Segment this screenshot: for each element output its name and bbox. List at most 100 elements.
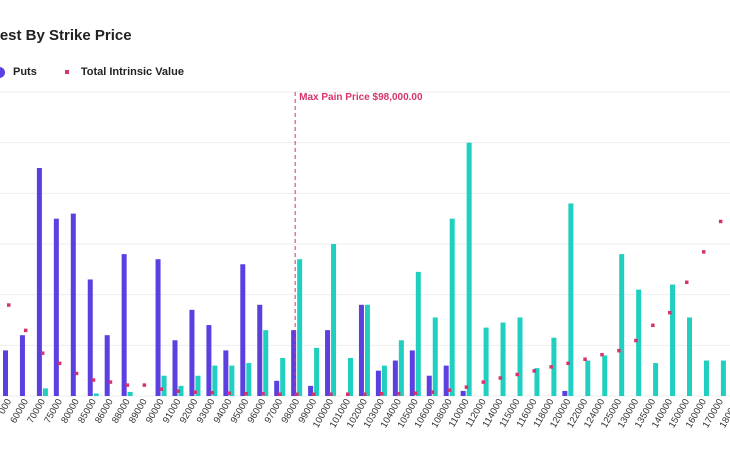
bar-puts[interactable]	[562, 390, 568, 396]
intrinsic-point[interactable]	[57, 361, 62, 366]
bar-puts[interactable]	[206, 325, 212, 396]
intrinsic-point[interactable]	[617, 348, 621, 353]
intrinsic-point[interactable]	[447, 388, 452, 392]
bar-calls[interactable]	[432, 317, 438, 396]
bar-calls[interactable]	[653, 363, 659, 396]
bar-calls[interactable]	[161, 375, 167, 396]
bar-calls[interactable]	[246, 363, 252, 396]
bar-calls[interactable]	[93, 393, 99, 396]
intrinsic-point[interactable]	[159, 387, 164, 391]
bar-calls[interactable]	[534, 368, 540, 396]
intrinsic-point[interactable]	[600, 352, 604, 357]
bar-calls[interactable]	[602, 355, 608, 396]
intrinsic-point[interactable]	[634, 338, 638, 343]
intrinsic-point[interactable]	[396, 391, 401, 396]
bar-puts[interactable]	[53, 218, 59, 396]
bar-calls[interactable]	[517, 317, 523, 396]
intrinsic-point[interactable]	[91, 378, 96, 382]
intrinsic-point[interactable]	[430, 390, 435, 394]
bar-calls[interactable]	[348, 358, 353, 396]
bar-puts[interactable]	[426, 375, 432, 396]
intrinsic-point[interactable]	[566, 361, 570, 366]
bar-calls[interactable]	[263, 330, 269, 396]
intrinsic-point[interactable]	[346, 392, 350, 396]
intrinsic-point[interactable]	[413, 391, 418, 395]
legend-item-puts[interactable]: Puts	[0, 66, 37, 78]
bar-puts[interactable]	[155, 259, 161, 396]
bar-puts[interactable]	[274, 380, 280, 396]
bar-puts[interactable]	[121, 254, 127, 396]
intrinsic-point[interactable]	[718, 219, 723, 224]
bar-puts[interactable]	[375, 370, 381, 396]
intrinsic-point[interactable]	[227, 391, 231, 395]
intrinsic-point[interactable]	[379, 391, 384, 396]
intrinsic-point[interactable]	[40, 351, 45, 355]
bar-puts[interactable]	[223, 350, 229, 396]
bar-puts[interactable]	[443, 365, 449, 396]
bar-calls[interactable]	[585, 360, 591, 396]
bar-calls[interactable]	[229, 365, 235, 396]
bar-calls[interactable]	[127, 391, 133, 396]
bar-calls[interactable]	[42, 388, 48, 396]
bar-puts[interactable]	[257, 304, 263, 396]
intrinsic-point[interactable]	[244, 391, 248, 396]
bar-calls[interactable]	[687, 317, 692, 396]
bar-puts[interactable]	[19, 335, 25, 396]
bar-puts[interactable]	[460, 390, 466, 396]
bar-calls[interactable]	[449, 218, 455, 396]
bar-calls[interactable]	[398, 340, 404, 396]
bar-calls[interactable]	[720, 360, 726, 396]
intrinsic-point[interactable]	[295, 392, 299, 396]
bar-calls[interactable]	[195, 375, 201, 396]
intrinsic-point[interactable]	[142, 383, 147, 387]
intrinsic-point[interactable]	[464, 385, 469, 389]
bar-calls[interactable]	[364, 304, 370, 396]
intrinsic-point[interactable]	[74, 371, 79, 376]
intrinsic-point[interactable]	[701, 250, 706, 254]
legend-item-intrinsic[interactable]: Total Intrinsic Value	[63, 66, 184, 78]
bar-calls[interactable]	[314, 347, 320, 396]
bar-puts[interactable]	[409, 350, 415, 396]
bar-puts[interactable]	[189, 309, 195, 396]
intrinsic-point[interactable]	[125, 383, 130, 387]
intrinsic-point[interactable]	[193, 390, 197, 394]
bar-puts[interactable]	[358, 304, 364, 396]
intrinsic-point[interactable]	[108, 380, 113, 384]
bar-puts[interactable]	[70, 213, 76, 396]
intrinsic-point[interactable]	[261, 391, 265, 396]
bar-calls[interactable]	[297, 259, 303, 396]
bar-puts[interactable]	[392, 360, 398, 396]
bar-calls[interactable]	[619, 254, 625, 396]
intrinsic-point[interactable]	[23, 328, 28, 333]
intrinsic-point[interactable]	[481, 380, 486, 384]
bar-puts[interactable]	[172, 340, 178, 396]
bar-calls[interactable]	[483, 327, 489, 396]
bar-puts[interactable]	[291, 330, 297, 396]
bar-calls[interactable]	[280, 358, 286, 396]
intrinsic-point[interactable]	[7, 303, 11, 307]
bar-puts[interactable]	[240, 264, 246, 396]
bar-puts[interactable]	[325, 330, 331, 396]
bar-calls[interactable]	[703, 360, 709, 396]
intrinsic-point[interactable]	[329, 392, 333, 396]
bar-calls[interactable]	[178, 385, 184, 396]
bar-calls[interactable]	[331, 244, 337, 396]
intrinsic-point[interactable]	[210, 390, 214, 395]
intrinsic-point[interactable]	[668, 310, 672, 315]
bar-calls[interactable]	[466, 142, 472, 396]
bar-puts[interactable]	[308, 385, 314, 396]
bar-calls[interactable]	[415, 271, 421, 396]
intrinsic-point[interactable]	[176, 389, 181, 393]
bar-puts[interactable]	[36, 168, 42, 396]
intrinsic-point[interactable]	[515, 372, 520, 377]
bar-calls[interactable]	[636, 289, 642, 396]
intrinsic-point[interactable]	[583, 357, 587, 362]
intrinsic-point[interactable]	[651, 323, 655, 328]
intrinsic-point[interactable]	[362, 392, 367, 396]
bar-calls[interactable]	[568, 203, 574, 396]
bar-calls[interactable]	[212, 365, 218, 396]
bar-puts[interactable]	[3, 350, 8, 396]
bar-calls[interactable]	[670, 284, 676, 396]
intrinsic-point[interactable]	[498, 376, 503, 380]
intrinsic-point[interactable]	[278, 392, 282, 396]
